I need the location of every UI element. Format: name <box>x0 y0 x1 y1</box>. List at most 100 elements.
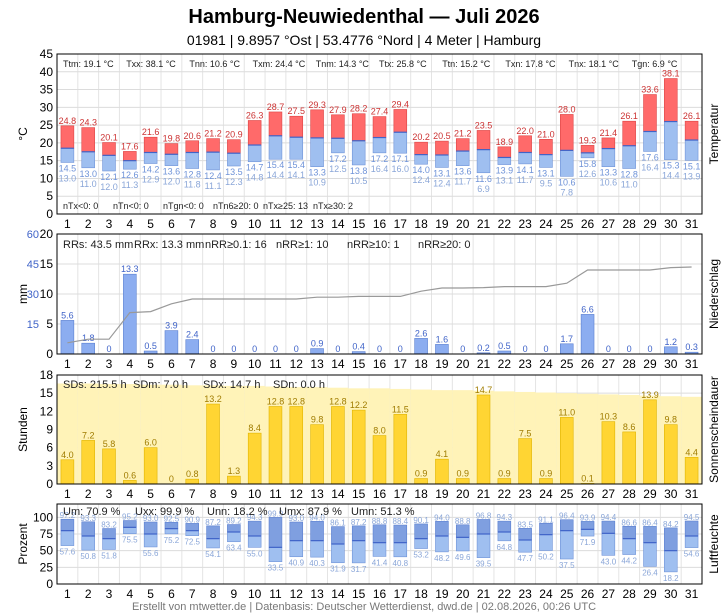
sun-value-label: 4.1 <box>436 449 449 459</box>
sun-bar <box>643 399 657 485</box>
hum-min-label: 54.6 <box>684 550 700 559</box>
humidity-xtick-label: 4 <box>126 587 133 601</box>
temp-max-label: 21.6 <box>142 127 160 137</box>
precipitation-ytick-label: 5 <box>46 317 53 331</box>
sun-bar <box>622 431 636 485</box>
precip-value-label: 2.4 <box>186 330 199 340</box>
temp-max-bar <box>435 140 449 156</box>
sunshine-xtick-label: 25 <box>560 487 574 501</box>
temp-min-label: 17.6 <box>641 152 659 162</box>
temp-stat: nTn6≥20: 0 <box>213 201 258 211</box>
temp-min-bar <box>539 154 553 168</box>
sun-value-label: 0.9 <box>498 469 511 479</box>
hum-lower-bar <box>414 538 428 549</box>
temp-min-label: 13.0 <box>79 169 97 179</box>
hum-min-label: 31.7 <box>351 565 367 574</box>
humidity-xtick-label: 5 <box>147 587 154 601</box>
humidity-xtick-label: 11 <box>269 587 282 601</box>
temperature-side-label: Temperatur <box>707 104 721 165</box>
temperature-xtick-label: 14 <box>331 217 345 231</box>
precip-value-label: 1.6 <box>436 334 449 344</box>
hum-max-label: 84.2 <box>663 520 679 529</box>
hum-min-label: 39.5 <box>476 560 492 569</box>
sunshine-xtick-label: 24 <box>539 487 553 501</box>
humidity-xtick-label: 30 <box>664 587 678 601</box>
precip-value-label: 3.9 <box>165 321 178 331</box>
hum-lower-bar <box>227 531 241 543</box>
temp-min-bar <box>497 157 512 165</box>
hum-min-label: 44.2 <box>621 557 637 566</box>
page-subtitle: 01981 | 9.8957 °Ost | 53.4776 °Nord | 4 … <box>186 32 542 48</box>
humidity-xtick-label: 9 <box>231 587 238 601</box>
hum-max-label: 88.8 <box>455 517 471 526</box>
hum-upper-bar <box>622 525 636 539</box>
sun-bar <box>123 480 137 485</box>
hum-min-label: 57.6 <box>60 548 76 557</box>
hum-max-label: 89.2 <box>226 517 242 526</box>
temp-min-label: 13.6 <box>163 167 181 177</box>
temp-ground-label: 12.4 <box>433 178 451 188</box>
precip-value-label: 6.6 <box>581 304 594 314</box>
temp-min-label: 17.1 <box>392 154 410 164</box>
precip-value-label: 0.5 <box>144 341 157 351</box>
temp-min-bar <box>81 151 95 169</box>
temperature-xtick-label: 2 <box>85 217 92 231</box>
precip-value-label: 0 <box>107 344 112 354</box>
precip-value-label: 0.3 <box>685 342 698 352</box>
sun-bar <box>60 459 75 485</box>
hum-min-label: 53.2 <box>413 551 429 560</box>
sun-value-label: 0.1 <box>581 473 594 483</box>
sunshine-xtick-label: 30 <box>664 487 678 501</box>
temperature-xtick-label: 13 <box>310 217 324 231</box>
hum-upper-bar <box>123 520 137 528</box>
temp-min-label: 15.4 <box>288 160 306 170</box>
temp-max-label: 17.6 <box>121 141 139 151</box>
hum-lower-bar <box>518 539 532 553</box>
temperature-ytick-label: 40 <box>40 65 54 79</box>
sunshine-xtick-label: 13 <box>310 487 324 501</box>
temperature-xtick-label: 31 <box>685 217 699 231</box>
temp-max-label: 19.8 <box>163 134 181 144</box>
sun-bar <box>185 478 199 485</box>
temp-max-bar <box>414 141 428 155</box>
hum-upper-bar <box>351 525 366 541</box>
temp-max-label: 24.8 <box>59 116 77 126</box>
hum-max-label: 96.8 <box>476 511 492 520</box>
hum-max-label: 86.4 <box>642 518 658 527</box>
temp-min-label: 13.6 <box>454 167 472 177</box>
temp-stat: Ttn: 15.2 °C <box>442 59 491 69</box>
temperature-xtick-label: 4 <box>126 217 133 231</box>
temp-min-label: 13.8 <box>350 166 368 176</box>
sunshine-xtick-label: 27 <box>602 487 616 501</box>
humidity-xtick-label: 2 <box>85 587 92 601</box>
temp-max-bar <box>372 116 387 138</box>
sunshine-xtick-label: 11 <box>269 487 282 501</box>
precipitation-xtick-label: 17 <box>394 357 408 371</box>
temp-stat: Tgn: 6.9 °C <box>632 59 678 69</box>
hum-stat: Umn: 51.3 % <box>351 506 415 518</box>
hum-max-label: 88.8 <box>372 517 388 526</box>
sun-possible-bg <box>452 390 474 484</box>
temp-min-bar <box>102 155 116 172</box>
temperature-xtick-label: 8 <box>210 217 217 231</box>
hum-min-label: 50.8 <box>80 552 96 561</box>
hum-max-label: 93.9 <box>580 513 596 522</box>
hum-lower-bar <box>455 537 470 552</box>
sun-value-label: 0.8 <box>186 469 199 479</box>
temp-max-label: 21.2 <box>454 129 472 139</box>
temp-max-bar <box>123 151 137 161</box>
hum-lower-bar <box>497 531 512 542</box>
sun-bar <box>393 414 408 485</box>
temp-max-bar <box>289 115 304 138</box>
hum-lower-bar <box>539 534 553 551</box>
humidity-xtick-label: 19 <box>435 587 449 601</box>
temp-min-label: 11.6 <box>475 174 492 184</box>
precip-cumulative-line <box>67 266 692 344</box>
sun-stat: SDs: 215.5 h <box>63 379 127 391</box>
hum-upper-bar <box>664 527 678 551</box>
hum-upper-bar <box>310 521 324 541</box>
temp-min-label: 15.4 <box>267 160 285 170</box>
temp-min-bar <box>580 152 595 159</box>
humidity-xtick-label: 12 <box>290 587 304 601</box>
temp-min-label: 13.5 <box>225 167 243 177</box>
